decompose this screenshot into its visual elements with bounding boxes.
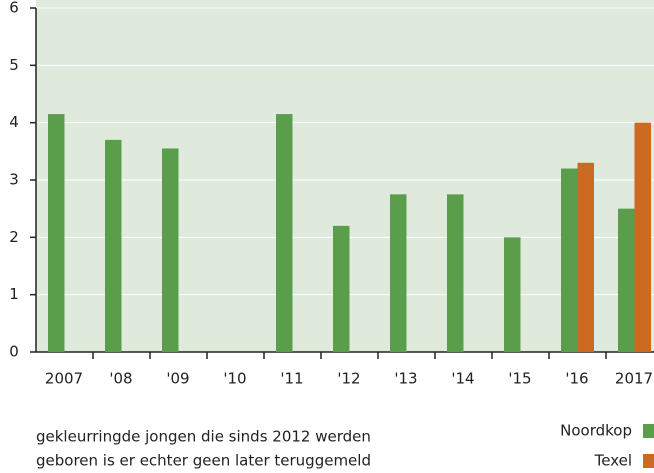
y-tick-label: 0 [9,343,19,361]
bar [105,139,122,352]
bar [618,208,635,352]
y-tick-label: 2 [9,228,19,246]
bar [48,114,65,352]
legend-label: Texel [594,452,632,470]
legend-swatch [643,454,654,468]
x-tick-label: '08 [109,370,132,388]
x-tick-label: '13 [394,370,417,388]
x-tick-label: 2017 [615,370,653,388]
y-tick-label: 3 [9,171,19,189]
x-tick-label: '16 [565,370,588,388]
bar [390,194,407,352]
caption-line: gekleurringde jongen die sinds 2012 werd… [36,428,371,446]
x-tick-label: '09 [166,370,189,388]
y-tick-label: 1 [9,285,19,303]
x-tick-label: '11 [280,370,303,388]
bar [447,194,464,352]
x-tick-label: 2007 [45,370,83,388]
legend-label: Noordkop [560,422,632,440]
x-tick-label: '14 [451,370,474,388]
legend-swatch [643,424,654,438]
y-tick-label: 4 [9,113,19,131]
bar [561,168,578,352]
y-tick-label: 5 [9,56,19,74]
bar [504,237,521,352]
x-tick-label: '12 [337,370,360,388]
x-tick-label: '15 [508,370,531,388]
y-tick-label: 6 [9,0,19,17]
bar [276,114,293,352]
bar [162,148,179,352]
bar [577,162,594,352]
caption-line: geboren is er echter geen later teruggem… [36,452,371,470]
x-tick-label: '10 [223,370,246,388]
bar [634,122,651,353]
bar [333,225,350,352]
